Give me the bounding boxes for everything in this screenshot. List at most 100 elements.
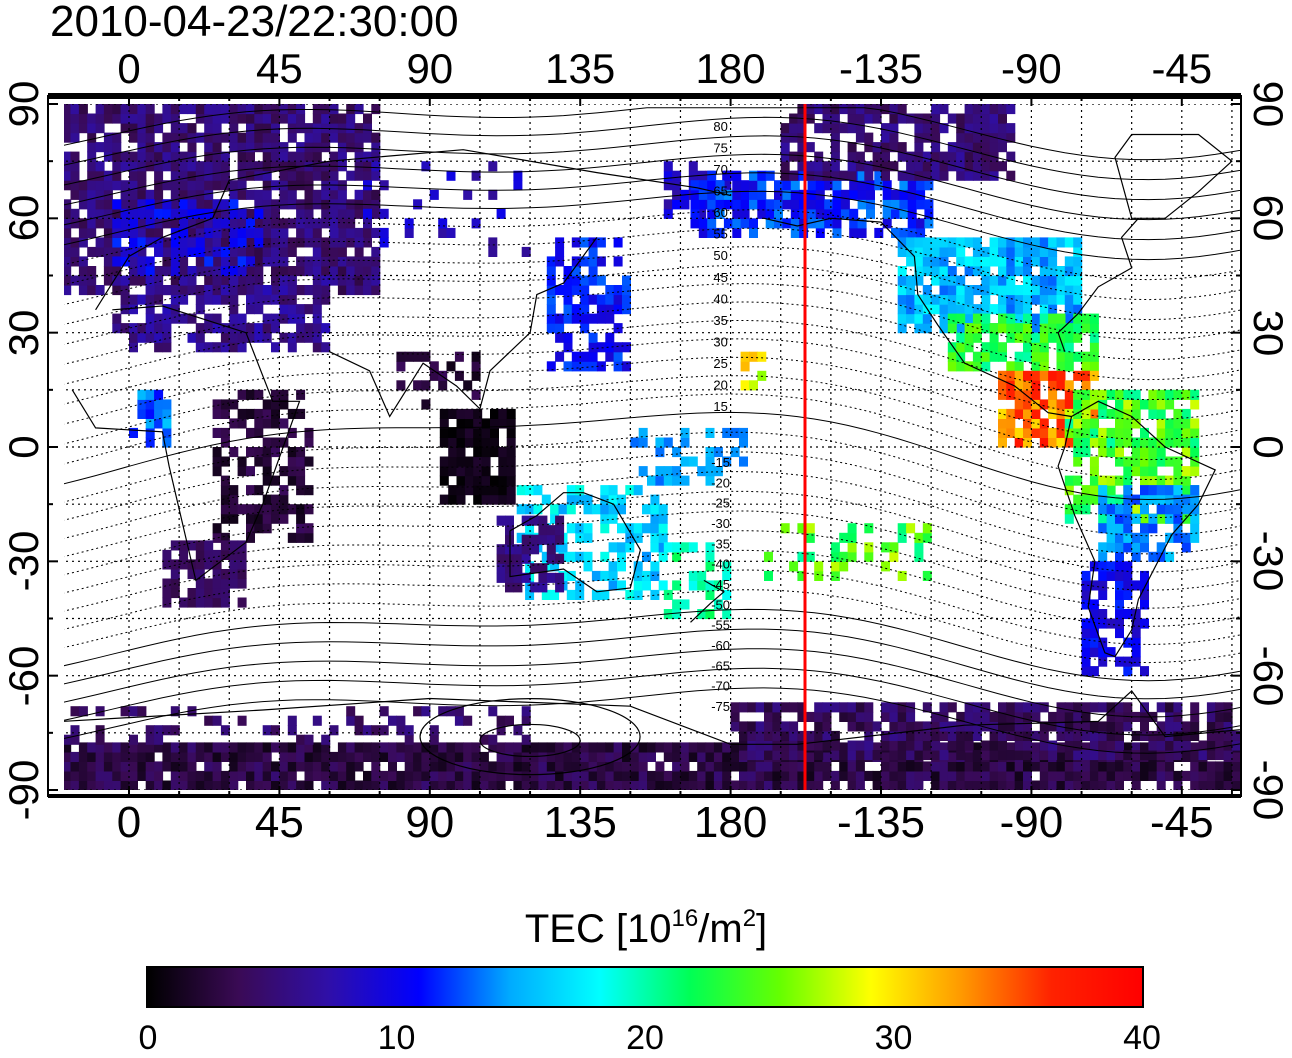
tec-cell bbox=[947, 730, 957, 741]
tec-cell bbox=[271, 313, 280, 324]
tec-cell bbox=[1131, 647, 1141, 658]
tec-cell bbox=[212, 532, 222, 543]
tec-cell bbox=[891, 199, 900, 210]
tec-cell bbox=[790, 180, 800, 191]
tec-cell bbox=[897, 170, 907, 181]
tec-cell bbox=[864, 770, 874, 781]
tec-cell bbox=[989, 342, 999, 353]
tec-cell bbox=[346, 123, 356, 134]
tec-cell bbox=[1081, 761, 1091, 772]
tec-cell bbox=[605, 304, 615, 315]
contour-line bbox=[419, 698, 641, 776]
tec-cell bbox=[882, 189, 892, 200]
tec-cell bbox=[346, 218, 356, 229]
contour-line bbox=[64, 687, 1240, 754]
tec-cell bbox=[179, 180, 189, 191]
tec-cell bbox=[680, 542, 690, 553]
tec-cell bbox=[471, 170, 481, 181]
tec-cell bbox=[1123, 389, 1133, 400]
tec-cell bbox=[404, 218, 414, 229]
tec-cell bbox=[170, 285, 180, 296]
tec-cell bbox=[1023, 702, 1032, 713]
tec-cell bbox=[279, 170, 289, 181]
tec-cell bbox=[822, 711, 832, 722]
tec-cell bbox=[1081, 730, 1091, 741]
tec-cell bbox=[916, 218, 926, 229]
tec-cell bbox=[605, 751, 615, 762]
tec-cell bbox=[715, 208, 725, 219]
tec-cell bbox=[755, 702, 765, 713]
tec-cell bbox=[120, 189, 130, 200]
tec-cell bbox=[739, 740, 748, 751]
tec-cell bbox=[782, 199, 792, 210]
tec-cell bbox=[1098, 399, 1108, 410]
tec-cell bbox=[939, 237, 949, 248]
tec-cell bbox=[1081, 637, 1091, 648]
tec-cell bbox=[179, 151, 189, 162]
tec-cell bbox=[764, 711, 773, 722]
tec-cell bbox=[120, 706, 130, 717]
tec-cell bbox=[337, 132, 347, 143]
tec-cell bbox=[490, 408, 499, 419]
tec-cell bbox=[981, 770, 991, 781]
tec-cell bbox=[830, 132, 840, 143]
tec-cell bbox=[229, 342, 239, 353]
tec-cell bbox=[1073, 256, 1083, 267]
tec-cell bbox=[723, 218, 733, 229]
tec-cell bbox=[246, 237, 255, 248]
tec-cell bbox=[220, 540, 230, 551]
tec-cell bbox=[732, 218, 742, 229]
tec-cell bbox=[630, 780, 640, 790]
tec-cell bbox=[137, 199, 147, 210]
tec-cell bbox=[120, 761, 130, 772]
tec-cell bbox=[1089, 730, 1099, 741]
tec-cell bbox=[229, 123, 239, 134]
tec-cell bbox=[563, 770, 573, 781]
tec-cell bbox=[956, 721, 966, 732]
tec-cell bbox=[1115, 561, 1124, 572]
tec-cell bbox=[481, 485, 491, 496]
tec-cell bbox=[246, 208, 255, 219]
contour-line bbox=[64, 264, 1240, 341]
tec-cell bbox=[989, 721, 999, 732]
tec-cell bbox=[530, 563, 540, 574]
tec-cell bbox=[103, 227, 113, 238]
contour-line bbox=[64, 608, 1240, 682]
tec-cell bbox=[588, 332, 598, 343]
tec-cell bbox=[897, 275, 907, 286]
tec-cell bbox=[1064, 770, 1074, 781]
tec-cell bbox=[237, 408, 247, 419]
tec-cell bbox=[981, 351, 991, 362]
lat-tick-label-left: 90 bbox=[0, 80, 47, 128]
tec-cell bbox=[1023, 285, 1032, 296]
tec-cell bbox=[262, 161, 272, 172]
tec-cell bbox=[1131, 418, 1141, 429]
tec-cell bbox=[170, 113, 180, 124]
tec-cell bbox=[922, 151, 932, 162]
tec-cell bbox=[1014, 351, 1024, 362]
tec-cell bbox=[1014, 323, 1024, 334]
tec-cell bbox=[922, 132, 932, 143]
tec-cell bbox=[1206, 702, 1216, 713]
tec-cell bbox=[438, 770, 448, 781]
tec-cell bbox=[1039, 730, 1049, 741]
tec-cell bbox=[765, 170, 775, 181]
tec-cell bbox=[456, 447, 466, 458]
tec-cell bbox=[1173, 780, 1183, 790]
tec-cell bbox=[229, 761, 239, 772]
tec-cell bbox=[456, 418, 466, 429]
tec-cell bbox=[456, 494, 466, 505]
tec-cell bbox=[513, 770, 523, 781]
tec-cell bbox=[170, 246, 180, 257]
tec-cell bbox=[897, 294, 907, 305]
tec-cell bbox=[847, 551, 857, 562]
tec-cell bbox=[473, 475, 483, 486]
tec-cell bbox=[1106, 475, 1116, 486]
tec-cell bbox=[622, 275, 631, 286]
tec-cell bbox=[304, 132, 314, 143]
tec-cell bbox=[78, 742, 88, 753]
tec-cell bbox=[1081, 351, 1091, 362]
tec-cell bbox=[613, 304, 623, 315]
tec-cell bbox=[588, 342, 598, 353]
tec-cell bbox=[947, 342, 957, 353]
